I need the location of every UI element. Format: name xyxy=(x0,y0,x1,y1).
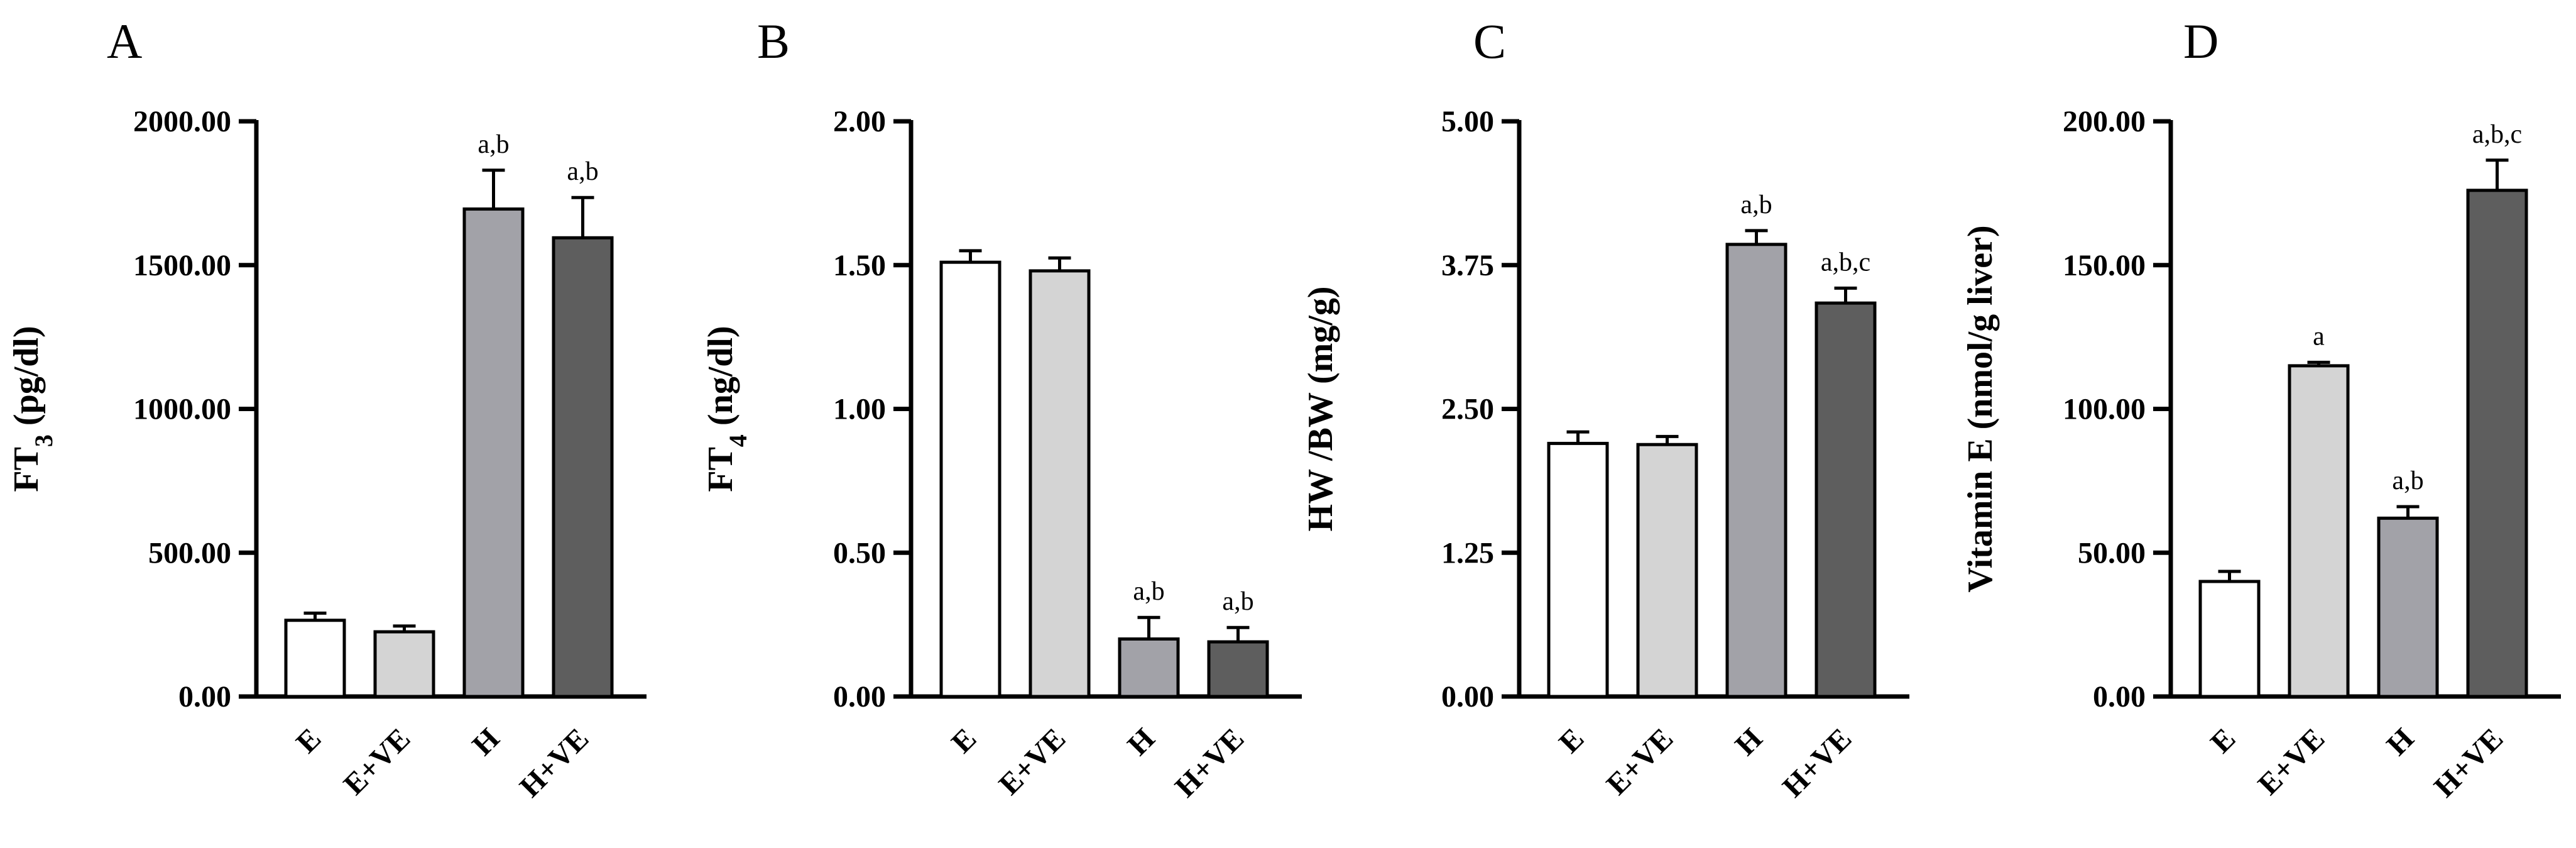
y-tick-label: 5.00 xyxy=(1441,105,1494,138)
y-tick-label: 1500.00 xyxy=(133,249,231,282)
bar-h xyxy=(462,207,525,698)
x-category-label: E xyxy=(945,722,983,759)
x-category-label: H xyxy=(2380,722,2420,762)
bar-e-plus-ve xyxy=(2288,364,2350,698)
y-axis-label-main: HW /BW (mg/g) xyxy=(1301,287,1340,532)
bar-h xyxy=(1725,243,1787,698)
chart-panel-a: A 0.00 500.00 1000.00 1500.00 2000.00 FT3 (pg/… xyxy=(7,14,647,804)
bar-e xyxy=(939,260,1001,698)
y-tick-label: 0.00 xyxy=(2093,680,2146,713)
x-category-label: H+VE xyxy=(1776,722,1858,803)
bar-h xyxy=(1118,637,1180,698)
y-axis-label: Vitamin E (nmol/g liver) xyxy=(1961,225,2000,592)
y-axis-label-main: FT xyxy=(7,447,46,492)
panel-letter: D xyxy=(2183,14,2219,69)
x-category-label: E+VE xyxy=(993,722,1072,801)
y-axis-label-subscript: 4 xyxy=(724,434,752,447)
y-axis-label: HW /BW (mg/g) xyxy=(1301,287,1340,532)
significance-label: a,b xyxy=(478,130,509,159)
y-axis-label-main: Vitamin E (nmol/g liver) xyxy=(1961,225,2000,592)
chart-panel-b: B 0.00 0.50 1.00 1.50 2.00 FT4 (ng/dl) E E+VE a,b… xyxy=(701,14,1302,804)
significance-label: a,b xyxy=(1222,587,1253,616)
x-category-label: E xyxy=(290,722,327,759)
y-tick-label: 2000.00 xyxy=(133,105,231,138)
y-tick-label: 1.00 xyxy=(833,393,886,426)
y-tick-label: 0.00 xyxy=(1441,680,1494,713)
chart-panel-d: D 0.00 50.00 100.00 150.00 200.00 Vitamin E (n… xyxy=(1961,14,2561,804)
bar-h-plus-ve xyxy=(552,236,614,698)
significance-label: a,b xyxy=(567,157,598,186)
bar-e-plus-ve xyxy=(373,630,435,698)
significance-label: a,b,c xyxy=(2472,120,2522,149)
bar-h-plus-ve xyxy=(1207,640,1269,698)
y-tick-label: 0.50 xyxy=(833,536,886,570)
y-tick-label: 0.00 xyxy=(833,680,886,713)
x-category-label: H xyxy=(466,722,506,762)
significance-label: a,b xyxy=(1740,190,1772,219)
significance-label: a xyxy=(2313,322,2325,351)
panel-letter: A xyxy=(107,14,142,69)
x-category-label: E xyxy=(1553,722,1590,759)
significance-label: a,b xyxy=(1133,577,1164,606)
x-category-label: E+VE xyxy=(337,722,417,801)
y-axis-label-main: FT xyxy=(701,447,740,492)
x-category-label: E+VE xyxy=(1600,722,1680,801)
y-tick-label: 1.25 xyxy=(1441,536,1494,570)
y-axis-label-units: (pg/dl) xyxy=(7,326,46,434)
y-tick-label: 150.00 xyxy=(2063,249,2146,282)
x-category-label: H+VE xyxy=(2428,722,2509,803)
panel-letter: C xyxy=(1473,14,1506,69)
x-category-label: E xyxy=(2204,722,2242,759)
significance-label: a,b xyxy=(2392,466,2423,495)
y-axis-label-subscript: 3 xyxy=(30,434,58,447)
y-tick-label: 2.50 xyxy=(1441,393,1494,426)
y-axis-label-units: (ng/dl) xyxy=(701,326,740,434)
x-category-label: H+VE xyxy=(1169,722,1250,803)
panel-letter: B xyxy=(757,14,790,69)
y-tick-label: 2.00 xyxy=(833,105,886,138)
bar-e-plus-ve xyxy=(1029,269,1091,698)
y-tick-label: 1.50 xyxy=(833,249,886,282)
x-category-label: H xyxy=(1728,722,1769,762)
y-axis-label: FT4 (ng/dl) xyxy=(701,326,752,492)
y-tick-label: 50.00 xyxy=(2078,536,2146,570)
x-category-label: E+VE xyxy=(2252,722,2332,801)
x-category-label: H xyxy=(1121,722,1161,762)
y-tick-label: 1000.00 xyxy=(133,393,231,426)
bar-e xyxy=(284,619,346,698)
y-tick-label: 500.00 xyxy=(148,536,231,570)
y-tick-label: 200.00 xyxy=(2063,105,2146,138)
x-category-label: H+VE xyxy=(513,722,595,803)
bar-h xyxy=(2377,516,2439,698)
y-tick-label: 3.75 xyxy=(1441,249,1494,282)
bar-e xyxy=(2198,580,2261,698)
y-axis-label: FT3 (pg/dl) xyxy=(7,326,58,492)
bar-e-plus-ve xyxy=(1636,443,1698,698)
y-tick-label: 0.00 xyxy=(178,680,231,713)
bar-h-plus-ve xyxy=(1815,301,1877,698)
y-tick-label: 100.00 xyxy=(2063,393,2146,426)
significance-label: a,b,c xyxy=(1821,248,1870,277)
bar-e xyxy=(1547,441,1609,698)
chart-panel-c: C 0.00 1.25 2.50 3.75 5.00 HW /BW (mg/g) E E+VE a… xyxy=(1301,14,1909,804)
bar-h-plus-ve xyxy=(2466,189,2528,698)
